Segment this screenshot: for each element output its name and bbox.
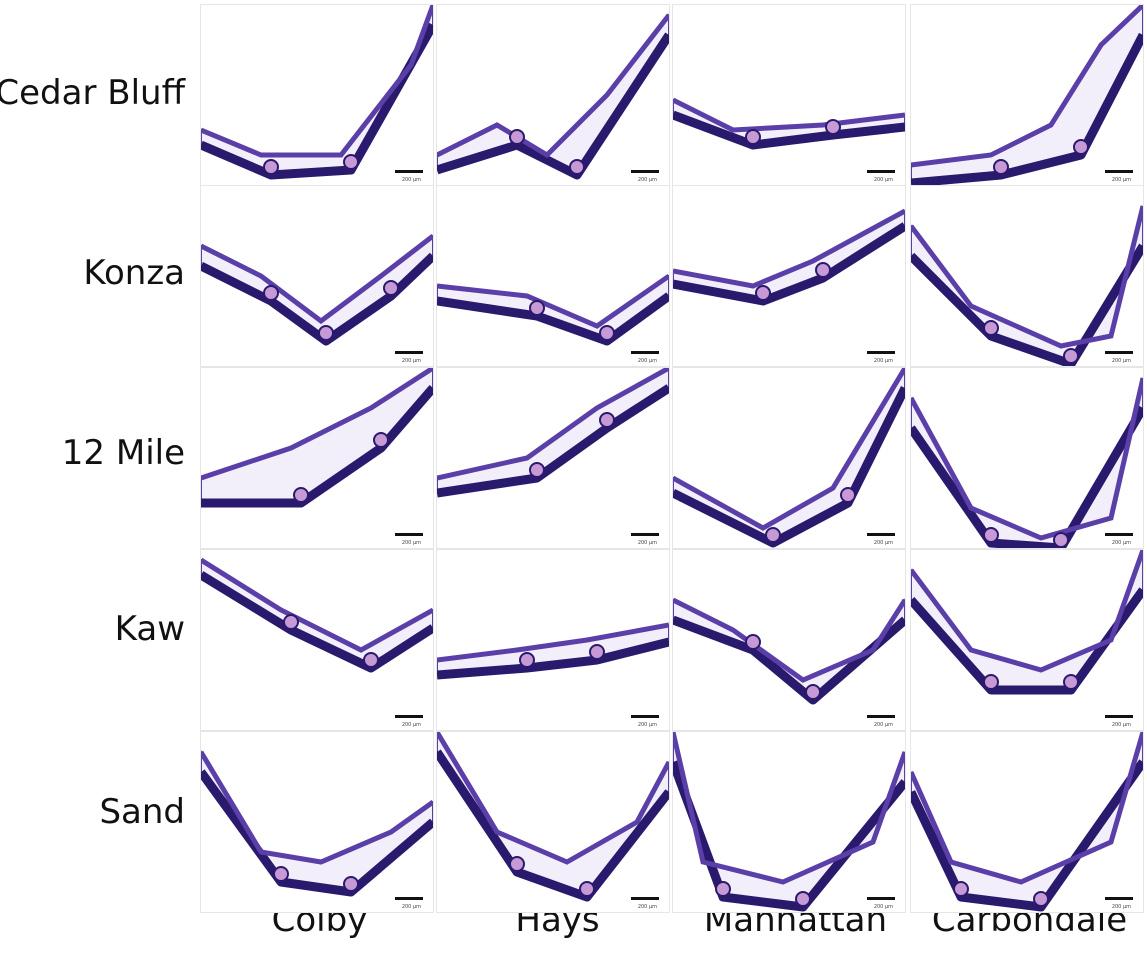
leaf-cross-section-image xyxy=(437,732,669,902)
scale-bar-label: 200 µm xyxy=(873,904,893,910)
scale-bar-label: 200 µm xyxy=(873,177,893,183)
leaf-cross-section-image xyxy=(201,557,433,673)
leaf-cross-section-image xyxy=(911,5,1143,185)
leaf-cross-section-image xyxy=(437,368,669,498)
scale-bar xyxy=(1105,351,1133,354)
row-label-konza: Konza xyxy=(83,253,185,293)
micrograph-12-mile-carbondale: 200 µm xyxy=(910,367,1144,549)
leaf-cross-section-image xyxy=(911,550,1143,695)
scale-bar-label: 200 µm xyxy=(1111,358,1131,364)
scale-bar xyxy=(867,351,895,354)
scale-bar xyxy=(631,533,659,536)
leaf-cross-section-image xyxy=(201,750,433,897)
scale-bar xyxy=(395,897,423,900)
scale-bar-label: 200 µm xyxy=(637,540,657,546)
leaf-cross-section-image xyxy=(437,622,669,680)
scale-bar xyxy=(1105,170,1133,173)
scale-bar xyxy=(395,170,423,173)
scale-bar-label: 200 µm xyxy=(401,722,421,728)
scale-bar xyxy=(395,715,423,718)
scale-bar-label: 200 µm xyxy=(637,904,657,910)
scale-bar-label: 200 µm xyxy=(637,722,657,728)
scale-bar xyxy=(867,897,895,900)
scale-bar xyxy=(631,715,659,718)
scale-bar xyxy=(631,351,659,354)
row-label-sand: Sand xyxy=(99,792,185,832)
scale-bar-label: 200 µm xyxy=(1111,177,1131,183)
scale-bar-label: 200 µm xyxy=(1111,722,1131,728)
scale-bar-label: 200 µm xyxy=(873,540,893,546)
micrograph-grid: 200 µm 200 µm 200 µm 200 µm 200 µm 200 µm 200 … xyxy=(200,4,1145,913)
micrograph-cedar-bluff-hays: 200 µm xyxy=(436,4,670,186)
scale-bar xyxy=(631,897,659,900)
micrograph-12-mile-colby: 200 µm xyxy=(200,367,434,549)
scale-bar-label: 200 µm xyxy=(401,177,421,183)
row-label-12-mile: 12 Mile xyxy=(61,433,185,473)
micrograph-12-mile-manhattan: 200 µm xyxy=(672,367,906,549)
micrograph-cedar-bluff-manhattan: 200 µm xyxy=(672,4,906,186)
leaf-cross-section-image xyxy=(437,273,669,346)
row-label-cedar-bluff: Cedar Bluff xyxy=(0,73,185,113)
micrograph-kaw-manhattan: 200 µm xyxy=(672,549,906,731)
micrograph-sand-colby: 200 µm xyxy=(200,731,434,913)
scale-bar xyxy=(395,351,423,354)
scale-bar xyxy=(867,715,895,718)
micrograph-kaw-colby: 200 µm xyxy=(200,549,434,731)
scale-bar-label: 200 µm xyxy=(637,177,657,183)
row-label-kaw: Kaw xyxy=(114,609,185,649)
scale-bar xyxy=(1105,715,1133,718)
leaf-cross-section-image xyxy=(673,732,905,912)
micrograph-kaw-carbondale: 200 µm xyxy=(910,549,1144,731)
micrograph-12-mile-hays: 200 µm xyxy=(436,367,670,549)
scale-bar-label: 200 µm xyxy=(637,358,657,364)
micrograph-sand-hays: 200 µm xyxy=(436,731,670,913)
scale-bar xyxy=(631,170,659,173)
leaf-cross-section-image xyxy=(201,234,433,346)
micrograph-konza-carbondale: 200 µm xyxy=(910,185,1144,367)
scale-bar-label: 200 µm xyxy=(1111,540,1131,546)
scale-bar xyxy=(867,170,895,173)
micrograph-konza-manhattan: 200 µm xyxy=(672,185,906,367)
scale-bar-label: 200 µm xyxy=(401,358,421,364)
micrograph-cedar-bluff-carbondale: 200 µm xyxy=(910,4,1144,186)
leaf-cross-section-image xyxy=(911,377,1143,548)
micrograph-sand-manhattan: 200 µm xyxy=(672,731,906,913)
micrograph-konza-colby: 200 µm xyxy=(200,185,434,367)
micrograph-sand-carbondale: 200 µm xyxy=(910,731,1144,913)
scale-bar-label: 200 µm xyxy=(1111,904,1131,910)
leaf-cross-section-image xyxy=(437,13,669,180)
scale-bar xyxy=(395,533,423,536)
scale-bar-label: 200 µm xyxy=(401,540,421,546)
leaf-cross-section-image xyxy=(673,208,905,306)
scale-bar xyxy=(1105,533,1133,536)
scale-bar-label: 200 µm xyxy=(873,358,893,364)
micrograph-kaw-hays: 200 µm xyxy=(436,549,670,731)
scale-bar-label: 200 µm xyxy=(401,904,421,910)
scale-bar-label: 200 µm xyxy=(873,722,893,728)
micrograph-cedar-bluff-colby: 200 µm xyxy=(200,4,434,186)
leaf-cross-section-image xyxy=(911,205,1143,366)
scale-bar xyxy=(867,533,895,536)
leaf-cross-section-image xyxy=(673,97,905,150)
scale-bar xyxy=(1105,897,1133,900)
leaf-cross-section-image xyxy=(673,368,905,548)
leaf-cross-section-image xyxy=(201,5,433,180)
leaf-cross-section-image xyxy=(201,368,433,508)
micrograph-konza-hays: 200 µm xyxy=(436,185,670,367)
leaf-cross-section-image xyxy=(673,597,905,705)
leaf-cross-section-image xyxy=(911,732,1143,912)
